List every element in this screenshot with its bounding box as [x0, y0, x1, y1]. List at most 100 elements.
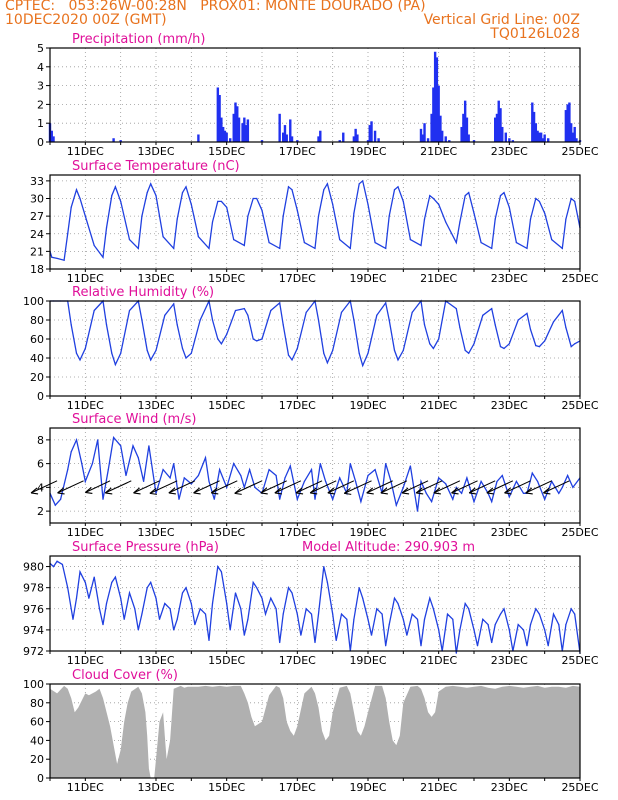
surface-pressure-point: [240, 608, 242, 610]
surface-wind-point: [367, 474, 369, 477]
x-tick-label: 17DEC: [279, 145, 316, 158]
wind-arrow-head: [327, 487, 335, 495]
surface-temperature-point: [339, 239, 341, 241]
precip-bar: [366, 140, 370, 142]
x-tick-label: 21DEC: [420, 399, 457, 412]
surface-wind-point: [91, 463, 93, 465]
surface-temperature-point: [402, 200, 404, 203]
surface-wind-point: [137, 457, 139, 459]
surface-pressure-point: [211, 602, 214, 605]
surface-pressure-point: [547, 645, 549, 647]
precip-bar: [575, 138, 578, 142]
x-tick-label: 23DEC: [491, 654, 528, 667]
x-tick-label: 15DEC: [208, 781, 245, 794]
y-tick-label: 978: [23, 582, 44, 595]
precip-bar: [220, 117, 223, 142]
surface-pressure-point: [317, 613, 320, 615]
surface-pressure-point: [169, 608, 171, 610]
surface-pressure-point: [376, 608, 378, 610]
surface-wind-point: [70, 451, 72, 453]
wind-arrow-head: [343, 487, 352, 495]
precip-bar: [419, 128, 423, 142]
wind-arrow: [401, 480, 429, 494]
surface-temperature-point: [551, 239, 553, 241]
x-tick-label: 17DEC: [279, 399, 316, 412]
precip-bar: [467, 134, 470, 142]
relative-humidity-point: [561, 309, 563, 312]
surface-temperature-point: [243, 244, 245, 247]
precip-bar: [221, 126, 225, 142]
surface-pressure-point: [464, 602, 466, 605]
relative-humidity-point: [565, 327, 567, 329]
surface-temperature-point: [120, 200, 122, 203]
relative-humidity-point: [358, 352, 360, 354]
surface-pressure-point: [141, 613, 143, 615]
surface-wind-point: [107, 468, 109, 471]
y-tick-label: 2: [37, 98, 44, 111]
surface-pressure-point: [452, 618, 454, 620]
surface-wind-point: [120, 445, 122, 447]
surface-wind-point: [102, 498, 104, 500]
wind-arrow-head: [193, 487, 201, 495]
wind-arrow-head: [133, 487, 141, 495]
relative-humidity-point: [114, 364, 116, 366]
y-tick-label: 40: [30, 734, 44, 747]
relative-humidity-point: [503, 347, 505, 350]
wind-arrow: [133, 480, 160, 494]
precip-bar: [448, 140, 451, 142]
surface-wind-point: [54, 504, 56, 506]
precip-bar: [296, 140, 299, 142]
x-tick-label: 15DEC: [208, 526, 245, 539]
wind-arrow: [85, 480, 111, 493]
relative-humidity-point: [296, 347, 298, 350]
surface-temperature-point: [473, 212, 475, 214]
surface-pressure-point: [491, 641, 493, 644]
surface-temperature-point: [261, 209, 263, 211]
surface-pressure-point: [438, 629, 440, 631]
surface-temperature-point: [574, 200, 576, 203]
surface-pressure-point: [526, 645, 528, 647]
surface-pressure-point: [176, 618, 178, 620]
surface-pressure-point: [323, 565, 325, 568]
surface-pressure-point: [468, 608, 470, 610]
surface-wind-point: [314, 498, 316, 500]
x-tick-label: 19DEC: [349, 399, 386, 412]
relative-humidity-point: [482, 314, 484, 316]
relative-humidity-point: [261, 338, 263, 340]
surface-pressure-point: [381, 613, 383, 615]
surface-temperature-point: [494, 218, 496, 220]
surface-pressure-point: [155, 597, 157, 599]
surface-pressure-point: [406, 634, 408, 636]
header-model-code: TQ0126L028: [490, 26, 580, 42]
surface-temperature-point: [388, 215, 390, 217]
x-tick-label: 19DEC: [349, 145, 386, 158]
surface-wind-point: [420, 480, 422, 483]
precip-bar: [282, 132, 285, 142]
relative-humidity-point: [93, 309, 95, 312]
surface-pressure-point: [52, 565, 55, 568]
relative-humidity-point: [538, 346, 540, 348]
x-tick-label: 11DEC: [67, 272, 104, 285]
surface-wind-point: [544, 498, 546, 500]
relative-humidity-point: [552, 321, 555, 323]
surface-pressure-point: [570, 608, 572, 610]
x-tick-label: 15DEC: [208, 272, 245, 285]
x-tick-label: 19DEC: [349, 654, 386, 667]
panel-title: Relative Humidity (%): [72, 285, 214, 300]
surface-wind-point: [558, 492, 560, 494]
x-tick-label: 13DEC: [137, 526, 174, 539]
precip-bar: [368, 125, 371, 142]
relative-humidity-point: [150, 359, 152, 361]
panel-title: Surface Pressure (hPa): [72, 540, 219, 555]
surface-temperature-point: [393, 189, 396, 191]
x-tick-label: 25DEC: [561, 272, 598, 285]
surface-temperature-point: [296, 209, 298, 211]
wind-arrow: [260, 480, 287, 494]
y-tick-label: 60: [30, 716, 44, 729]
precip-bar: [543, 134, 546, 142]
surface-pressure-point: [432, 608, 434, 610]
precip-bar: [426, 138, 430, 142]
x-tick-label: 25DEC: [561, 399, 598, 412]
surface-temperature-point: [247, 215, 249, 217]
precip-bar: [499, 108, 502, 142]
